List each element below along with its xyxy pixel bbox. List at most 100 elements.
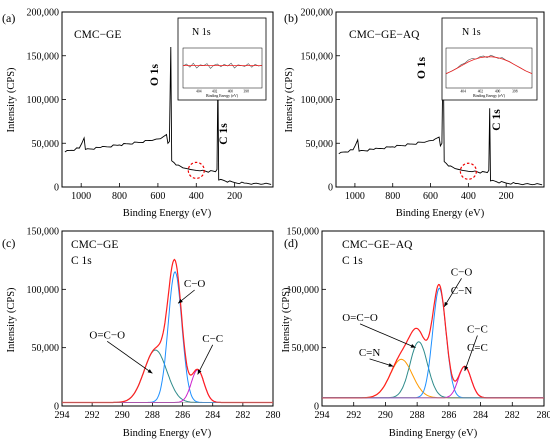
panel-d-annotation-arrowhead-2 (410, 344, 416, 348)
panel-d-label: (d) (284, 236, 298, 250)
panel-c-xtick-label-6: 282 (235, 410, 250, 421)
panel-c-xlabel: Binding Energy (eV) (123, 428, 212, 439)
panel-a-xtick-label-4: 200 (227, 191, 242, 202)
panel-d-annotation-1: C−N (451, 285, 473, 297)
panel-d-xtick-label-7: 280 (537, 410, 550, 421)
panel-d-xlabel: Binding Energy (eV) (389, 428, 478, 439)
panel-d-xtick-label-3: 288 (410, 410, 425, 421)
panel-b-xtick-label-2: 600 (423, 191, 438, 202)
panel-c-annotation-arrow-2 (197, 344, 214, 375)
panel-d-envelope (322, 283, 544, 399)
panel-b-inset: N 1s 404 402 400 398 Binding Energy (eV) (441, 17, 538, 101)
panel-c-annotation-arrowhead-2 (197, 369, 202, 375)
panel-a-inset-xtick-label-3: 398 (244, 90, 250, 94)
panel-a-inset-axes (182, 47, 263, 89)
panel-b-ytick-label-2: 100,000 (301, 95, 334, 106)
panel-a-peak-o1s: O 1s (149, 63, 161, 86)
panel-d-annotation-arrowhead-0 (444, 301, 449, 307)
panel-c-ylabel: Intensity (CPS) (6, 287, 17, 353)
panel-a-inset: N 1s 404 402 400 398 Binding Energy (eV) (177, 17, 267, 101)
panel-b-ytick-label-4: 200,000 (301, 8, 334, 19)
panel-d-annotation-arrow-2 (359, 323, 416, 349)
panel-b-xtick-label-0: 1000 (345, 191, 365, 202)
panel-c-title: CMC−GE (71, 239, 118, 251)
panel-c-frame (61, 230, 274, 407)
panel-c-subtitle: C 1s (71, 255, 92, 267)
panel-a-ytick-label-3: 150,000 (27, 51, 60, 62)
panel-b-xtick-label-1: 800 (385, 191, 400, 202)
panel-c-annotation-0: C−O (184, 278, 206, 290)
panel-c-xtick-label-3: 288 (145, 410, 160, 421)
panel-b-inset-axes (445, 47, 533, 89)
panel-a-inset-plot: 404 402 400 398 (182, 62, 263, 94)
panel-a-inset-frame (177, 17, 267, 101)
panel-b-plot: 1000 800 600 400 200 0 50,000 100,000 150,000 200… (301, 8, 543, 202)
panel-a-ytick-label-4: 200,000 (27, 8, 60, 19)
panel-d-annotation-5: C=C (467, 342, 488, 354)
panel-d-ytick-label-1: 50,000 (292, 343, 320, 354)
panel-b-peak-o1s: O 1s (416, 56, 428, 79)
panel-b-inset-xlabel: Binding Energy (eV) (473, 94, 506, 98)
panel-c-annotation-2: C−C (202, 333, 223, 345)
panel-d-component-0 (322, 358, 544, 399)
panel-b-inset-xtick-label-3: 398 (512, 90, 518, 94)
panel-a-xlabel: Binding Energy (eV) (123, 208, 212, 219)
panel-b-title: CMC−GE−AQ (349, 29, 420, 41)
panel-a-inset-xtick-label-2: 400 (228, 90, 234, 94)
panel-d-annotation-2: O=C−O (342, 312, 378, 324)
panel-d-xtick-label-6: 282 (505, 410, 520, 421)
panel-b-spectrum-line (338, 45, 543, 186)
panel-b-inset-plot: 404 402 400 398 (445, 54, 533, 94)
panel-b-label: (b) (284, 11, 298, 25)
panel-a: (a) CMC−GE Binding Energy (eV) Intensity… (2, 8, 274, 219)
panel-d-component-2 (322, 287, 544, 399)
panel-c-annotation-arrowhead-0 (178, 298, 183, 304)
panel-a-plot: 1000 800 600 400 200 0 50,000 100,000 150,000 200… (27, 8, 272, 202)
panel-a-label: (a) (2, 11, 15, 25)
panel-d-annotation-arrow-0 (443, 278, 462, 308)
panel-a-xtick-label-3: 400 (189, 191, 204, 202)
panel-a-ytick-label-0: 0 (54, 183, 59, 194)
panel-a-xtick-label-1: 800 (112, 191, 127, 202)
panel-d-subtitle: C 1s (342, 255, 363, 267)
panel-c-annotation-1: O=C−O (89, 329, 125, 341)
panel-b-ylabel: Intensity (CPS) (284, 67, 295, 133)
panel-c-ytick-label-3: 150,000 (27, 227, 60, 238)
panel-d-annotation-arrowhead-4 (464, 366, 469, 371)
panel-d-ylabel: Intensity (CPS) (281, 287, 292, 353)
panel-a-ytick-label-2: 100,000 (27, 95, 60, 106)
panel-d-xtick-label-1: 292 (346, 410, 361, 421)
panel-c-component-2 (62, 369, 273, 403)
panel-c-xtick-label-5: 284 (205, 410, 220, 421)
panel-b-inset-title: N 1s (462, 27, 481, 38)
panel-d-xtick-label-2: 290 (378, 410, 393, 421)
panel-b-ytick-label-3: 150,000 (301, 51, 334, 62)
panel-d-xtick-label-0: 294 (315, 410, 330, 421)
panel-d-ytick-label-0: 0 (314, 402, 319, 413)
panel-a-title: CMC−GE (74, 29, 121, 41)
panel-d-annotation-arrow-4 (464, 335, 478, 372)
panel-c-component-0 (62, 349, 273, 403)
panel-a-inset-title: N 1s (192, 27, 211, 38)
panel-d-annotation-0: C−O (451, 266, 473, 278)
panel-a-spectrum-line (64, 46, 272, 185)
panel-c-label: (c) (2, 236, 15, 250)
panel-d: (d) CMC−GE−AQ C 1s Binding Energy (eV) I… (281, 227, 550, 440)
panel-c-xtick-label-7: 280 (266, 410, 281, 421)
panel-c-annotation-arrowhead-1 (147, 369, 153, 374)
panel-b-inset-xtick-label-1: 402 (478, 90, 484, 94)
panel-c-ytick-label-1: 50,000 (32, 343, 60, 354)
panel-b-inset-xtick-label-0: 404 (461, 90, 467, 94)
panel-d-ytick-label-3: 150,000 (287, 227, 320, 238)
panel-c-xtick-label-2: 290 (115, 410, 130, 421)
panel-b: (b) CMC−GE−AQ Binding Energy (eV) Intens… (284, 8, 545, 219)
panel-d-ytick-label-2: 100,000 (287, 285, 320, 296)
panel-b-inset-xtick-label-2: 400 (495, 90, 501, 94)
panel-a-ytick-label-1: 50,000 (32, 139, 60, 150)
panel-d-annotation-3: C=N (359, 347, 381, 359)
panel-a-inset-xlabel: Binding Energy (eV) (206, 94, 239, 98)
panel-d-annotation-arrowhead-3 (388, 363, 394, 367)
panel-b-peak-c1s: C 1s (491, 109, 503, 131)
panel-c-ytick-label-0: 0 (54, 402, 59, 413)
